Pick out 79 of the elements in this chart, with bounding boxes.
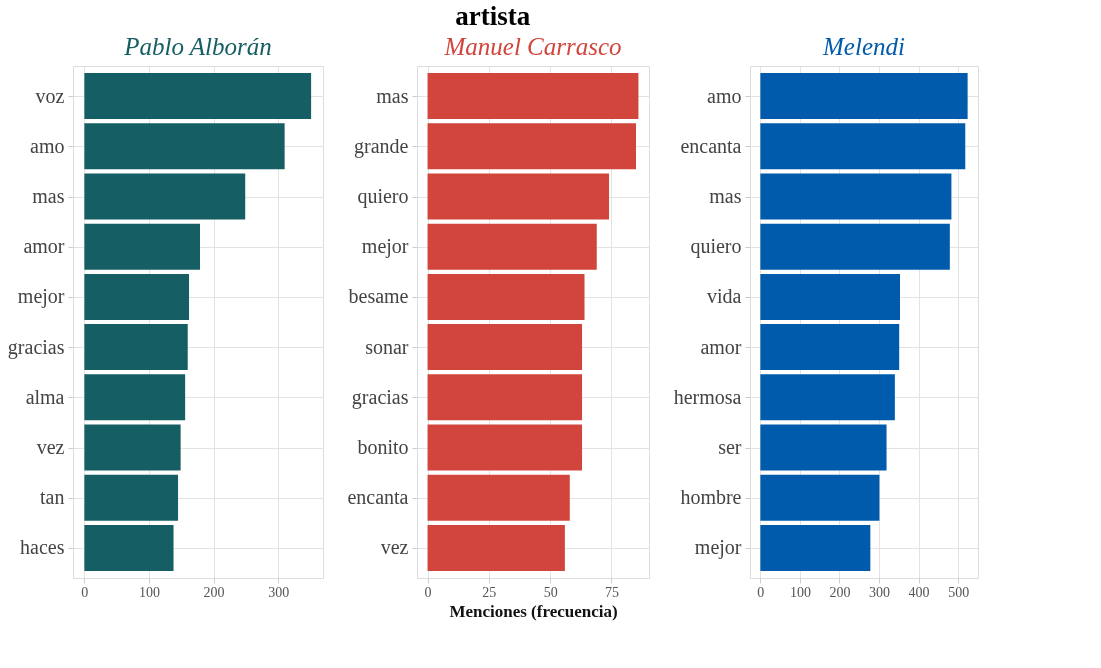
bar <box>760 173 952 220</box>
bar <box>427 273 585 320</box>
x-tick-label: 200 <box>203 584 225 600</box>
chart-title: Manuel Carrasco <box>443 33 622 60</box>
y-tick-label: tan <box>40 486 65 509</box>
text: artista <box>455 0 531 31</box>
y-tick-label: encanta <box>680 134 742 157</box>
x-tick-label: 100 <box>789 584 811 600</box>
bar <box>84 374 186 421</box>
bar <box>427 374 583 421</box>
y-tick-label: mejor <box>17 285 65 309</box>
y-tick-label: voz <box>35 84 65 107</box>
y-tick-label: sonar <box>365 335 409 358</box>
x-tick-label: 300 <box>268 584 290 600</box>
x-tick-label: 0 <box>757 584 765 600</box>
chart-title: Pablo Alborán <box>123 33 272 60</box>
x-axis-title: Menciones (frecuencia) <box>449 601 618 621</box>
y-tick-label: vez <box>36 436 65 458</box>
bar <box>84 474 179 521</box>
bar <box>427 123 636 170</box>
bar <box>427 474 570 521</box>
x-tick-label: 25 <box>482 584 497 600</box>
y-tick-label: quiero <box>690 235 742 259</box>
bar <box>427 324 583 371</box>
x-tick-label: 100 <box>138 584 160 600</box>
bar <box>84 73 312 120</box>
bar <box>760 273 900 320</box>
bar <box>84 273 190 320</box>
x-tick-label: 0 <box>424 584 432 600</box>
bar <box>427 524 565 571</box>
x-tick-label: 0 <box>81 584 89 600</box>
y-tick-label: gracias <box>351 385 409 409</box>
bar <box>760 223 950 270</box>
y-tick-label: quiero <box>357 185 409 208</box>
x-tick-label: 300 <box>869 584 891 600</box>
y-tick-label: mas <box>32 185 65 207</box>
bar <box>427 424 583 471</box>
y-tick-label: mas <box>709 185 742 207</box>
y-tick-label: ser <box>718 436 742 458</box>
y-tick-label: vida <box>707 285 742 308</box>
bar <box>84 223 200 270</box>
y-tick-label: encanta <box>347 486 409 509</box>
y-tick-label: alma <box>25 385 65 408</box>
bar <box>84 324 188 371</box>
bar <box>427 173 610 220</box>
bar <box>760 324 900 371</box>
bar <box>84 524 174 571</box>
y-tick-label: hombre <box>680 486 742 509</box>
bar <box>760 374 895 421</box>
bar <box>84 173 246 220</box>
y-tick-label: amor <box>700 335 742 358</box>
chart-title: Melendi <box>822 33 905 60</box>
y-tick-label: amor <box>23 235 65 258</box>
y-tick-label: mejor <box>694 536 742 560</box>
y-tick-label: mejor <box>361 235 409 259</box>
bar <box>760 73 968 120</box>
bar <box>84 123 285 170</box>
y-tick-label: haces <box>20 536 65 559</box>
bar <box>760 474 880 521</box>
y-tick-label: grande <box>354 134 409 158</box>
bar <box>760 524 871 571</box>
x-tick-label: 500 <box>948 584 970 600</box>
bar <box>760 123 966 170</box>
y-tick-label: amo <box>707 84 742 107</box>
y-tick-label: hermosa <box>673 385 742 408</box>
y-tick-label: gracias <box>7 335 65 359</box>
bar <box>760 424 887 471</box>
y-tick-label: vez <box>380 536 409 559</box>
x-tick-label: 50 <box>543 584 558 600</box>
bar <box>427 223 597 270</box>
y-tick-label: amo <box>30 134 65 157</box>
bar <box>427 73 639 120</box>
y-tick-label: mas <box>376 84 409 107</box>
y-tick-label: bonito <box>357 436 409 458</box>
x-tick-label: 400 <box>908 584 930 600</box>
bar <box>84 424 181 471</box>
x-tick-label: 200 <box>829 584 851 600</box>
y-tick-label: besame <box>348 285 409 308</box>
x-tick-label: 75 <box>604 584 619 600</box>
